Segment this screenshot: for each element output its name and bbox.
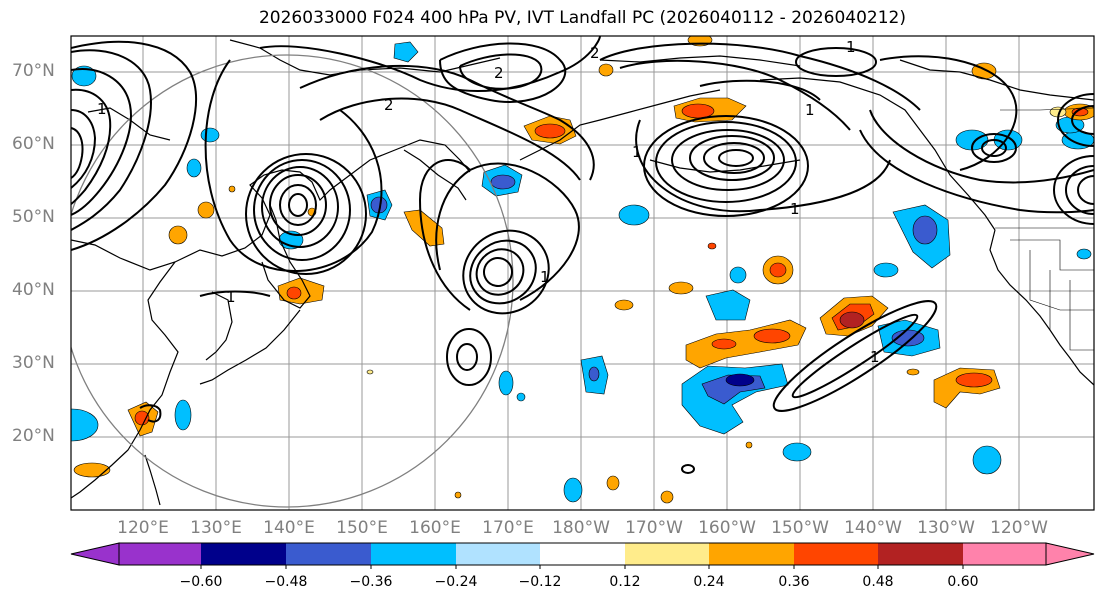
contour-label: 1 (97, 100, 107, 118)
lon-label-120e: 120°E (117, 518, 169, 538)
coastlines (71, 39, 1094, 506)
lon-label-150e: 150°E (336, 518, 388, 538)
lon-label-160w: 160°W (698, 518, 756, 538)
colorbar-segment (201, 543, 286, 565)
colorbar-tick-label: 0.24 (693, 574, 725, 590)
colorbar-tick-label: 0.60 (947, 574, 979, 590)
lon-label-160e: 160°E (409, 518, 461, 538)
contour-label: 2 (494, 64, 504, 82)
colorbar-segment (286, 543, 371, 565)
contour-label: 1 (805, 101, 815, 119)
colorbar-tick-label: 0.48 (862, 574, 894, 590)
colorbar-segment (963, 543, 1046, 565)
colorbar-tick-label: −0.36 (349, 574, 393, 590)
lat-label-30n: 30°N (12, 353, 55, 373)
colorbar-tick-label: 0.36 (778, 574, 810, 590)
lon-label-130e: 130°E (190, 518, 242, 538)
colorbar-min-extension (70, 542, 120, 566)
colorbar-segment (625, 543, 709, 565)
contour-label: 1 (846, 38, 856, 56)
lat-label-20n: 20°N (12, 426, 55, 446)
lat-label-40n: 40°N (12, 280, 55, 300)
lon-label-180w: 180°W (552, 518, 610, 538)
contour-label: 1 (870, 348, 880, 366)
colorbar-max-extension (1045, 542, 1095, 566)
pv-contours (71, 36, 1094, 474)
country-borders (995, 107, 1094, 351)
map-frame (70, 35, 1095, 511)
colorbar-segment (371, 543, 456, 565)
colorbar-segment (878, 543, 963, 565)
colorbar-segment (119, 543, 201, 565)
lat-label-50n: 50°N (12, 207, 55, 227)
contour-label: 2 (590, 44, 600, 62)
contour-label: 1 (632, 143, 642, 161)
lon-label-140w: 140°W (844, 518, 902, 538)
lon-label-140e: 140°E (263, 518, 315, 538)
lon-label-130w: 130°W (917, 518, 975, 538)
colorbar-segment (540, 543, 625, 565)
colorbar-segment (794, 543, 878, 565)
chart-title: 2026033000 F024 400 hPa PV, IVT Landfall… (258, 8, 906, 28)
colorbar-tick-label: 0.12 (609, 574, 641, 590)
contour-label: 2 (384, 96, 394, 114)
lat-label-70n: 70°N (12, 61, 55, 81)
lon-label-120w: 120°W (990, 518, 1048, 538)
colorbar-tick-label: −0.48 (264, 574, 308, 590)
lon-label-150w: 150°W (771, 518, 829, 538)
map-panel (71, 36, 1094, 510)
contour-label: 1 (226, 288, 236, 306)
contour-label: 1 (790, 200, 800, 218)
lon-label-170e: 170°E (482, 518, 534, 538)
colorbar-tick-label: −0.60 (179, 574, 223, 590)
lon-label-170w: 170°W (625, 518, 683, 538)
colorbar-tick-label: −0.24 (434, 574, 478, 590)
colorbar (70, 542, 1095, 569)
colorbar-tick-label: −0.12 (518, 574, 562, 590)
contour-label: 1 (540, 268, 550, 286)
colorbar-segment (709, 543, 794, 565)
range-circle (71, 54, 514, 508)
colorbar-segment (456, 543, 540, 565)
lat-label-60n: 60°N (12, 134, 55, 154)
